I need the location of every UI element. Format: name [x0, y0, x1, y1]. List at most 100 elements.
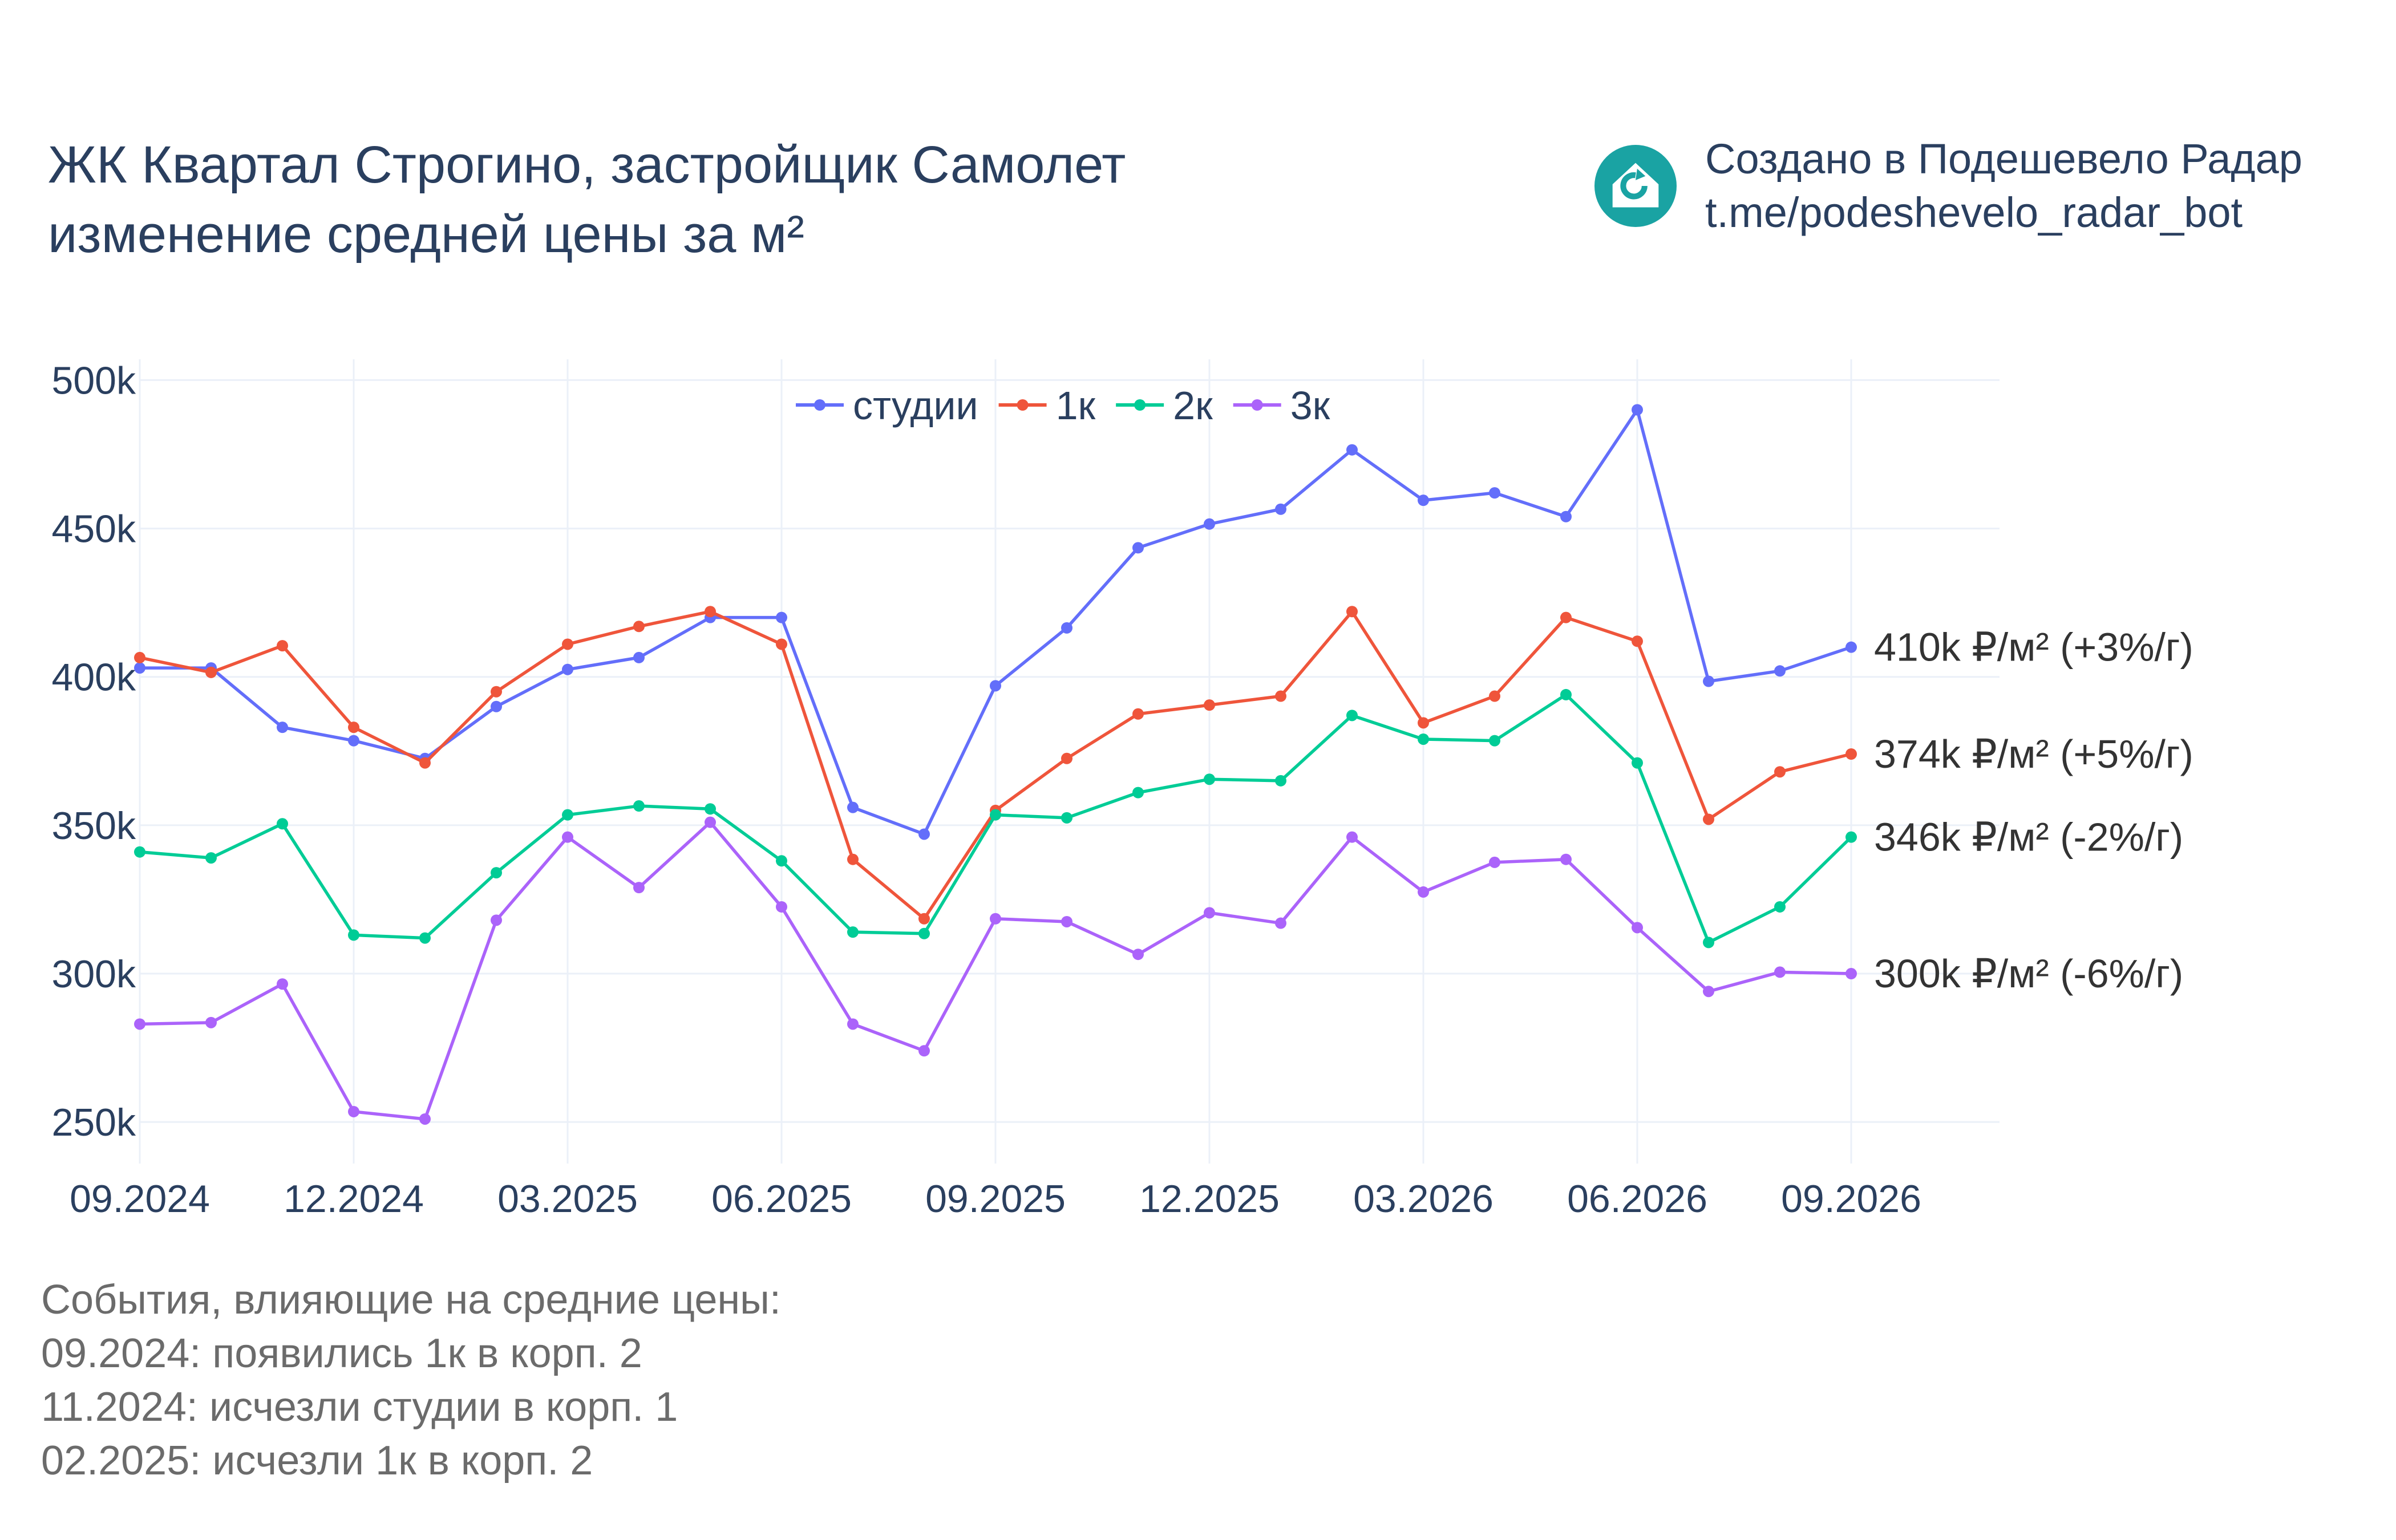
data-point	[776, 901, 787, 913]
data-point	[419, 932, 431, 944]
chart-grid	[139, 359, 2000, 1164]
events-heading: События, влияющие на средние цены:	[41, 1277, 781, 1323]
data-point	[1774, 901, 1786, 913]
x-tick-label: 09.2026	[1781, 1177, 1921, 1221]
data-point	[419, 757, 431, 769]
data-point	[1204, 699, 1215, 711]
data-point	[1275, 690, 1286, 702]
data-point	[562, 638, 573, 650]
data-point	[1845, 831, 1857, 843]
data-point	[1774, 766, 1786, 778]
data-point	[1204, 518, 1215, 530]
brand-block[interactable]: Создано в Подешевело Радар t.me/podeshev…	[1594, 132, 2302, 240]
series-end-label: 346k ₽/м² (-2%/г)	[1874, 815, 2183, 860]
data-point	[847, 1018, 859, 1030]
data-point	[776, 638, 787, 650]
data-point	[491, 700, 502, 712]
data-point	[134, 651, 145, 663]
chart-series	[134, 404, 1857, 1125]
legend-marker	[814, 399, 825, 411]
legend-item[interactable]: студии	[796, 383, 978, 428]
legend-item[interactable]: 3к	[1233, 383, 1330, 428]
brand-name: Создано в Подешевело Радар	[1705, 135, 2302, 183]
data-point	[918, 913, 930, 925]
data-point	[491, 867, 502, 879]
x-tick-label: 06.2026	[1567, 1177, 1707, 1221]
data-point	[1061, 752, 1072, 764]
legend-label: 1к	[1056, 383, 1096, 428]
data-point	[918, 828, 930, 840]
data-point	[918, 1045, 930, 1057]
data-point	[491, 686, 502, 698]
series-end-label: 300k ₽/м² (-6%/г)	[1874, 951, 2183, 996]
data-point	[1632, 635, 1643, 647]
data-point	[1845, 641, 1857, 653]
data-point	[562, 809, 573, 821]
data-point	[348, 929, 359, 941]
data-point	[1204, 773, 1215, 785]
data-point	[1061, 812, 1072, 824]
x-tick-label: 09.2025	[925, 1177, 1066, 1221]
chart-legend: студии 1к 2к 3к	[796, 383, 1330, 428]
data-point	[776, 611, 787, 623]
data-point	[847, 801, 859, 813]
data-point	[1632, 404, 1643, 416]
data-point	[847, 926, 859, 938]
series-end-label: 374k ₽/м² (+5%/г)	[1874, 732, 2193, 776]
data-point	[1703, 675, 1714, 687]
data-point	[1845, 748, 1857, 760]
data-point	[277, 818, 288, 830]
y-tick-label: 500k	[52, 359, 136, 402]
legend-label: студии	[853, 383, 978, 428]
data-point	[705, 816, 716, 828]
data-point	[1845, 968, 1857, 980]
data-point	[1560, 510, 1572, 522]
data-point	[1132, 708, 1144, 720]
legend-label: 3к	[1290, 383, 1330, 428]
y-tick-label: 400k	[52, 656, 136, 699]
data-point	[134, 1018, 145, 1030]
house-logo-icon	[1594, 145, 1677, 227]
series-end-labels: 410k ₽/м² (+3%/г) 374k ₽/м² (+5%/г) 346k ₽…	[1874, 625, 2193, 996]
events-note: События, влияющие на средние цены: 09.20…	[41, 1273, 781, 1488]
data-point	[1061, 915, 1072, 927]
data-point	[419, 1113, 431, 1125]
data-point	[633, 651, 645, 663]
data-point	[1560, 853, 1572, 865]
data-point	[277, 978, 288, 990]
series-2к	[134, 688, 1857, 949]
data-point	[1489, 487, 1500, 499]
data-point	[348, 722, 359, 733]
data-point	[134, 662, 145, 674]
data-point	[205, 1016, 217, 1028]
legend-marker	[1251, 399, 1263, 411]
legend-label: 2к	[1173, 383, 1213, 428]
data-point	[1489, 735, 1500, 747]
data-point	[1560, 611, 1572, 623]
data-point	[1275, 503, 1286, 515]
data-point	[633, 800, 645, 812]
series-end-label: 410k ₽/м² (+3%/г)	[1874, 625, 2193, 670]
data-point	[1489, 856, 1500, 868]
data-point	[1346, 606, 1358, 618]
data-point	[1703, 813, 1714, 825]
legend-marker	[1134, 399, 1146, 411]
legend-item[interactable]: 2к	[1116, 383, 1213, 428]
data-point	[1632, 922, 1643, 934]
data-point	[1418, 733, 1429, 745]
data-point	[1418, 886, 1429, 898]
data-point	[705, 606, 716, 618]
event-item: 02.2025: исчезли 1к в корп. 2	[41, 1438, 593, 1484]
legend-item[interactable]: 1к	[998, 383, 1096, 428]
data-point	[1489, 690, 1500, 702]
series-3к	[134, 816, 1857, 1125]
data-point	[1132, 787, 1144, 799]
data-point	[990, 913, 1001, 925]
data-point	[1346, 444, 1358, 456]
chart-title: ЖК Квартал Строгино, застройщик Самолет …	[48, 130, 1126, 269]
y-tick-label: 350k	[52, 804, 136, 848]
data-point	[348, 1105, 359, 1117]
data-point	[633, 882, 645, 894]
brand-link[interactable]: t.me/podeshevelo_radar_bot	[1705, 189, 2243, 236]
data-point	[1132, 949, 1144, 961]
